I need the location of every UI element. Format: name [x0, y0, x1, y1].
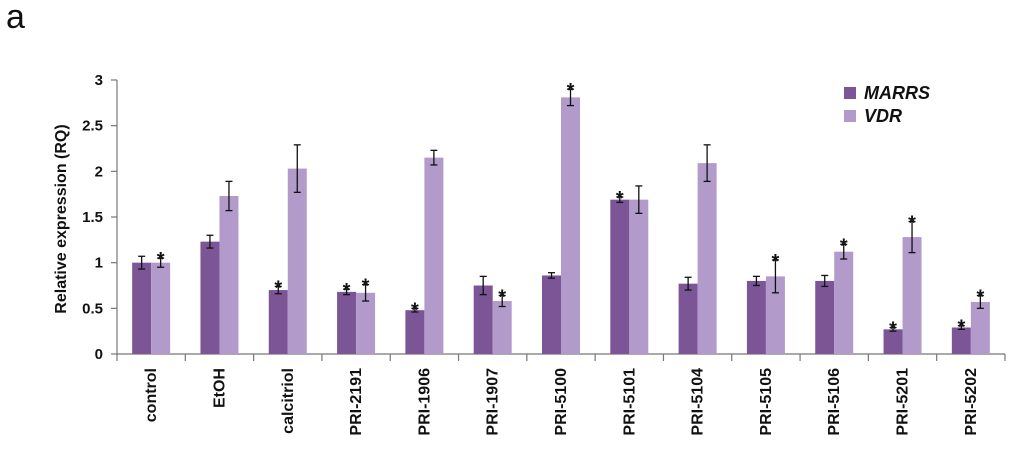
y-tick-label: 2 [95, 163, 103, 180]
y-tick-label: 0 [95, 346, 103, 363]
bar-vdr-calcitriol [287, 168, 307, 354]
bar-vdr-pri-5106 [834, 251, 854, 354]
bar-marrs-calcitriol [268, 290, 288, 354]
panel-label: a [6, 0, 25, 36]
significance-star: * [889, 319, 897, 341]
x-category-label: PRI-5105 [758, 368, 775, 436]
x-category-label: PRI-5104 [690, 368, 707, 436]
bar-marrs-etoh [200, 241, 220, 354]
bar-marrs-control [132, 262, 152, 354]
y-axis-label: Relative expression (RQ) [53, 124, 70, 313]
significance-star: * [362, 276, 370, 298]
chart-bars [132, 97, 990, 354]
bar-marrs-pri-2191 [337, 291, 357, 354]
significance-star: * [616, 188, 624, 210]
x-category-label: PRI-2191 [348, 368, 365, 436]
bar-vdr-pri-5100 [561, 97, 580, 354]
bar-marrs-pri-5100 [542, 275, 561, 354]
bar-marrs-pri-5202 [951, 327, 971, 354]
bar-vdr-pri-5201 [902, 237, 922, 354]
bar-vdr-pri-1907 [492, 301, 512, 354]
bar-marrs-pri-1907 [473, 285, 493, 354]
significance-star: * [343, 280, 351, 302]
x-category-label: PRI-5202 [963, 368, 980, 436]
significance-star: * [274, 277, 282, 299]
x-category-label: PRI-1906 [416, 368, 433, 436]
bar-vdr-pri-5104 [697, 163, 717, 354]
legend-swatch-vdr [844, 110, 856, 122]
chart-error-bars [138, 88, 984, 332]
x-category-label: control [143, 368, 160, 422]
x-category-label: PRI-5201 [895, 368, 912, 436]
legend-label-marrs: MARRS [864, 83, 930, 103]
legend-label-vdr: VDR [864, 106, 902, 126]
significance-star: * [411, 299, 419, 321]
significance-star: * [908, 213, 916, 235]
significance-star: * [957, 317, 965, 339]
significance-star: * [976, 287, 984, 309]
legend-swatch-marrs [844, 87, 856, 99]
x-category-label: PRI-5101 [621, 368, 638, 436]
y-tick-label: 1 [95, 255, 103, 272]
bar-vdr-pri-5202 [970, 301, 990, 354]
bar-marrs-pri-5104 [678, 283, 698, 354]
bar-vdr-control [151, 262, 171, 354]
bar-vdr-etoh [219, 195, 239, 354]
x-category-label: calcitriol [280, 368, 297, 434]
x-category-label: PRI-5106 [826, 368, 843, 436]
bar-marrs-pri-5105 [746, 280, 766, 354]
significance-star: * [157, 249, 165, 271]
chart-category-labels: control EtOH calcitriol PRI-2191 PRI-1906 PRI… [143, 368, 980, 436]
chart-significance-markers: * * * * * * * * * * * * * * [157, 80, 985, 340]
bar-vdr-pri-5105 [765, 276, 785, 354]
bar-marrs-pri-5201 [883, 329, 903, 354]
chart-legend: MARRS VDR [844, 83, 930, 126]
y-tick-label: 0.5 [82, 300, 103, 317]
x-category-label: PRI-1907 [485, 368, 502, 436]
significance-star: * [840, 235, 848, 257]
significance-star: * [498, 287, 506, 309]
y-tick-label: 3 [95, 72, 103, 89]
bar-marrs-pri-5101 [610, 199, 630, 354]
bar-marrs-pri-5106 [815, 280, 835, 354]
bar-vdr-pri-2191 [356, 292, 376, 354]
bar-vdr-pri-5101 [629, 199, 649, 354]
bar-marrs-pri-1906 [405, 310, 425, 354]
y-tick-label: 2.5 [82, 118, 103, 135]
x-category-label: PRI-5100 [553, 368, 570, 436]
significance-star: * [772, 251, 780, 273]
bar-vdr-pri-1906 [424, 157, 444, 354]
y-tick-label: 1.5 [82, 209, 103, 226]
significance-star: * [567, 80, 575, 102]
x-category-label: EtOH [211, 368, 228, 408]
